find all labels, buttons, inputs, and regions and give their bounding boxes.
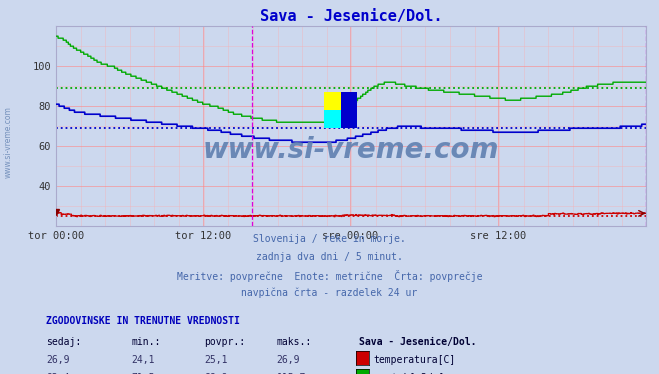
Text: 24,1: 24,1 xyxy=(132,355,156,365)
Text: navpična črta - razdelek 24 ur: navpična črta - razdelek 24 ur xyxy=(241,288,418,298)
Text: zadnja dva dni / 5 minut.: zadnja dva dni / 5 minut. xyxy=(256,252,403,262)
Title: Sava - Jesenice/Dol.: Sava - Jesenice/Dol. xyxy=(260,9,442,24)
Text: 92,4: 92,4 xyxy=(46,373,70,374)
Text: Meritve: povprečne  Enote: metrične  Črta: povprečje: Meritve: povprečne Enote: metrične Črta:… xyxy=(177,270,482,282)
Text: 71,5: 71,5 xyxy=(132,373,156,374)
Text: 115,7: 115,7 xyxy=(277,373,306,374)
Text: 26,9: 26,9 xyxy=(277,355,301,365)
Text: 88,9: 88,9 xyxy=(204,373,228,374)
Text: temperatura[C]: temperatura[C] xyxy=(374,355,456,365)
Text: www.si-vreme.com: www.si-vreme.com xyxy=(203,136,499,164)
Text: povpr.:: povpr.: xyxy=(204,337,245,347)
Text: maks.:: maks.: xyxy=(277,337,312,347)
Text: www.si-vreme.com: www.si-vreme.com xyxy=(3,106,13,178)
Text: 26,9: 26,9 xyxy=(46,355,70,365)
Text: Slovenija / reke in morje.: Slovenija / reke in morje. xyxy=(253,234,406,244)
FancyBboxPatch shape xyxy=(324,92,341,110)
Text: pretok[m3/s]: pretok[m3/s] xyxy=(374,373,444,374)
Polygon shape xyxy=(341,92,357,128)
Text: min.:: min.: xyxy=(132,337,161,347)
Text: sedaj:: sedaj: xyxy=(46,337,81,347)
FancyBboxPatch shape xyxy=(324,110,341,128)
Text: 25,1: 25,1 xyxy=(204,355,228,365)
Text: Sava - Jesenice/Dol.: Sava - Jesenice/Dol. xyxy=(359,337,476,347)
Text: ZGODOVINSKE IN TRENUTNE VREDNOSTI: ZGODOVINSKE IN TRENUTNE VREDNOSTI xyxy=(46,316,240,326)
